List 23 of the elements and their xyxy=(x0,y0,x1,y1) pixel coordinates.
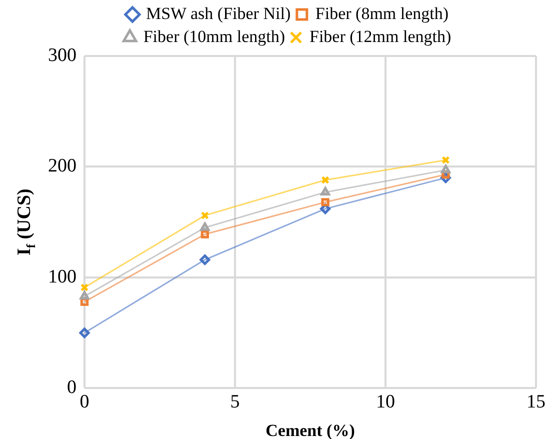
point xyxy=(321,198,330,206)
legend-label: MSW ash (Fiber Nil) xyxy=(146,4,291,23)
point xyxy=(200,254,210,265)
y-axis-title: If (UCS) xyxy=(14,188,38,256)
point xyxy=(200,230,209,238)
y-tick-label: 100 xyxy=(48,266,76,288)
x-tick-label: 10 xyxy=(376,392,395,413)
point xyxy=(79,328,90,338)
x-tick-label: 0 xyxy=(80,392,90,413)
point xyxy=(200,222,210,231)
legend-label: Fiber (12mm length) xyxy=(310,26,452,46)
y-tick-label: 0 xyxy=(67,377,76,398)
point xyxy=(320,186,330,196)
x-tick-label: 5 xyxy=(230,392,240,413)
x-tick-label: 15 xyxy=(526,392,546,413)
point xyxy=(200,211,209,220)
legend-label: Fiber (10mm length) xyxy=(143,26,286,46)
legend-label: Fiber (8mm length) xyxy=(315,4,449,23)
y-tick-label: 300 xyxy=(48,44,76,66)
point xyxy=(80,291,90,300)
y-tick-label: 200 xyxy=(48,156,76,177)
point xyxy=(440,164,450,174)
point xyxy=(321,176,330,184)
